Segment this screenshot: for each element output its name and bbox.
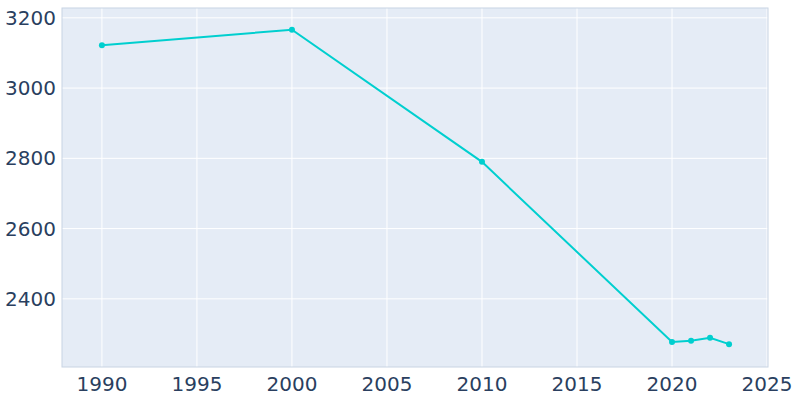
point [289,27,295,33]
point [669,339,675,345]
y-tick-label: 2800 [5,146,56,170]
x-grid-line [196,8,197,367]
y-grid-line [62,298,768,299]
x-tick-label: 1995 [171,372,222,396]
x-tick-label: 2010 [457,372,508,396]
x-grid-line [481,8,482,367]
plot-frame [62,8,768,367]
y-grid-line [62,88,768,89]
point [688,338,694,344]
point [726,341,732,347]
data-group [99,27,732,347]
y-tick-label: 3200 [5,6,56,30]
x-grid-line [767,8,768,367]
y-tick-label: 3000 [5,76,56,100]
x-tick-label: 2000 [266,372,317,396]
line [102,30,729,344]
y-tick-label: 2400 [5,287,56,311]
x-grid-line [101,8,102,367]
x-grid-line [577,8,578,367]
x-tick-label: 2020 [647,372,698,396]
plot-background [62,8,768,367]
point [479,159,485,165]
x-tick-label: 1990 [76,372,127,396]
point [707,335,713,341]
y-grid-line [62,158,768,159]
point [99,42,105,48]
x-tick-label: 2005 [362,372,413,396]
x-tick-label: 2025 [742,372,793,396]
x-grid-line [291,8,292,367]
chart-svg: 2400 2600 2800 3000 3200 1990 1995 2000 2005 2010… [0,0,800,400]
x-grid-line [672,8,673,367]
y-grid-line [62,228,768,229]
y-tick-label: 2600 [5,217,56,241]
chart-container: 2400 2600 2800 3000 3200 1990 1995 2000 2005 2010… [0,0,800,400]
x-tick-label: 2015 [552,372,603,396]
y-grid-line [62,17,768,18]
x-grid-line [386,8,387,367]
